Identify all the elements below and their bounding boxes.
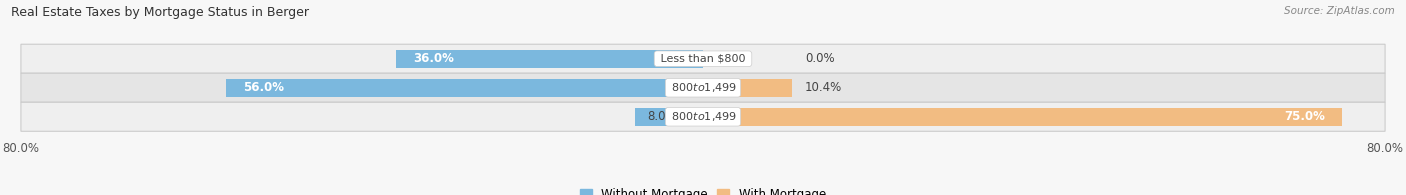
Bar — [703, 79, 792, 97]
Bar — [636, 108, 703, 126]
Text: 56.0%: 56.0% — [243, 81, 284, 94]
Text: Less than $800: Less than $800 — [657, 54, 749, 64]
Text: 8.0%: 8.0% — [648, 110, 678, 123]
Legend: Without Mortgage, With Mortgage: Without Mortgage, With Mortgage — [581, 188, 825, 195]
Bar — [225, 79, 703, 97]
FancyBboxPatch shape — [21, 102, 1385, 131]
Bar — [396, 50, 703, 68]
FancyBboxPatch shape — [21, 44, 1385, 73]
Text: $800 to $1,499: $800 to $1,499 — [668, 81, 738, 94]
Bar — [703, 108, 1343, 126]
Text: 36.0%: 36.0% — [413, 52, 454, 65]
Text: Real Estate Taxes by Mortgage Status in Berger: Real Estate Taxes by Mortgage Status in … — [11, 6, 309, 19]
FancyBboxPatch shape — [21, 73, 1385, 102]
Text: 0.0%: 0.0% — [806, 52, 835, 65]
Text: 10.4%: 10.4% — [804, 81, 842, 94]
Text: Source: ZipAtlas.com: Source: ZipAtlas.com — [1284, 6, 1395, 16]
Text: 75.0%: 75.0% — [1284, 110, 1326, 123]
Text: $800 to $1,499: $800 to $1,499 — [668, 110, 738, 123]
